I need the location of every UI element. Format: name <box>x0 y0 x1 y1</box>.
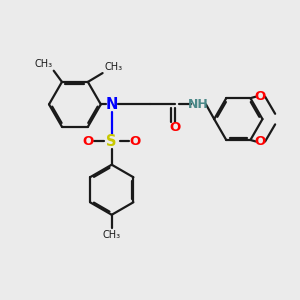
Text: O: O <box>254 90 266 103</box>
Text: O: O <box>254 135 266 148</box>
Text: NH: NH <box>188 98 209 111</box>
Text: O: O <box>82 135 94 148</box>
Text: CH₃: CH₃ <box>34 59 52 69</box>
Text: O: O <box>130 135 141 148</box>
Text: S: S <box>106 134 117 149</box>
Text: CH₃: CH₃ <box>103 230 121 239</box>
Text: CH₃: CH₃ <box>104 61 122 72</box>
Text: N: N <box>106 97 118 112</box>
Text: O: O <box>169 122 181 134</box>
